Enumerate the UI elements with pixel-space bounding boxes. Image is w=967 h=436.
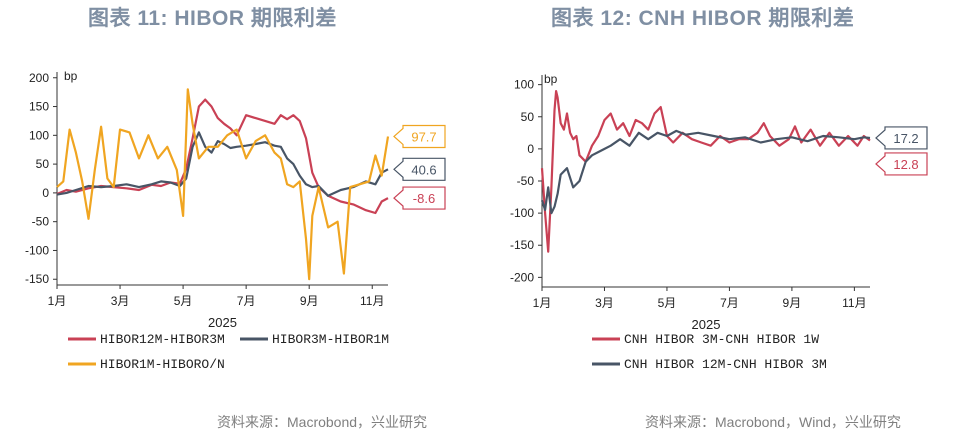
series-line-2 bbox=[56, 131, 389, 197]
y-tick-label: -150 bbox=[25, 272, 49, 286]
x-axis-title: 2025 bbox=[692, 317, 721, 332]
series-line-1 bbox=[540, 89, 871, 253]
legend-label: HIBOR1M-HIBORO/N bbox=[100, 357, 225, 372]
series-line-3 bbox=[56, 88, 390, 281]
end-label-box bbox=[393, 186, 446, 210]
y-tick-label: 100 bbox=[514, 78, 534, 92]
y-tick-label: 50 bbox=[36, 157, 50, 171]
x-tick-label: 3月 bbox=[111, 294, 130, 308]
x-tick-label: 3月 bbox=[595, 296, 614, 310]
y-tick-label: -50 bbox=[32, 215, 50, 229]
x-tick-label: 9月 bbox=[300, 294, 319, 308]
x-tick-label: 9月 bbox=[783, 296, 802, 310]
x-tick-label: 1月 bbox=[533, 296, 552, 310]
end-label-value: -8.6 bbox=[413, 191, 435, 206]
source-note-right: 资料来源：Macrobond，Wind，兴业研究 bbox=[645, 414, 901, 430]
source-note-left: 资料来源：Macrobond，兴业研究 bbox=[217, 414, 428, 430]
end-label-value: 12.8 bbox=[893, 157, 918, 172]
end-label-value: 40.6 bbox=[411, 162, 436, 177]
y-tick-label: 200 bbox=[29, 71, 49, 85]
x-tick-label: 11月 bbox=[842, 296, 866, 310]
y-tick-label: 150 bbox=[29, 100, 49, 114]
x-tick-label: 11月 bbox=[360, 294, 384, 308]
end-label-value: 17.2 bbox=[893, 131, 918, 146]
y-tick-label: -50 bbox=[517, 174, 535, 188]
legend-label: HIBOR3M-HIBOR1M bbox=[272, 332, 389, 347]
y-tick-label: 0 bbox=[42, 186, 49, 200]
chart-hibor-term-spread: 200 150 100 50 0 -50 -100 -150 1月 3月 5月 7月 9月 11月 bp 20… bbox=[25, 69, 446, 372]
x-tick-label: 1月 bbox=[48, 294, 67, 308]
x-axis-title: 2025 bbox=[208, 315, 237, 330]
legend-label: CNH HIBOR 12M-CNH HIBOR 3M bbox=[624, 357, 827, 372]
y-tick-label: -200 bbox=[510, 270, 534, 284]
series-line-1 bbox=[56, 98, 389, 215]
x-tick-label: 7月 bbox=[720, 296, 739, 310]
series-line-2 bbox=[540, 129, 871, 215]
chart-title-left: 图表 11: HIBOR 期限利差 bbox=[88, 7, 337, 30]
x-tick-label: 7月 bbox=[237, 294, 256, 308]
y-unit-label: bp bbox=[544, 72, 558, 86]
end-label-value: 97.7 bbox=[411, 129, 436, 144]
y-unit-label: bp bbox=[64, 69, 78, 83]
y-tick-label: 100 bbox=[29, 128, 49, 142]
end-label-box bbox=[393, 157, 446, 181]
legend-label: CNH HIBOR 3M-CNH HIBOR 1W bbox=[624, 332, 819, 347]
end-label-box bbox=[393, 124, 446, 149]
end-label-box bbox=[875, 126, 928, 150]
y-tick-label: 0 bbox=[527, 142, 534, 156]
y-tick-label: -100 bbox=[25, 243, 49, 257]
y-tick-label: -150 bbox=[510, 238, 534, 252]
legend-label: HIBOR12M-HIBOR3M bbox=[100, 332, 225, 347]
chart-title-right: 图表 12: CNH HIBOR 期限利差 bbox=[551, 7, 855, 30]
chart-cnh-hibor-term-spread: 100 50 0 -50 -100 -150 -200 1月 3月 5月 7月 9月 11月 bp 2025… bbox=[510, 72, 928, 372]
y-tick-label: 50 bbox=[521, 110, 535, 124]
end-label-box bbox=[875, 152, 928, 176]
x-tick-label: 5月 bbox=[658, 296, 677, 310]
y-tick-label: -100 bbox=[510, 206, 534, 220]
x-tick-label: 5月 bbox=[174, 294, 193, 308]
